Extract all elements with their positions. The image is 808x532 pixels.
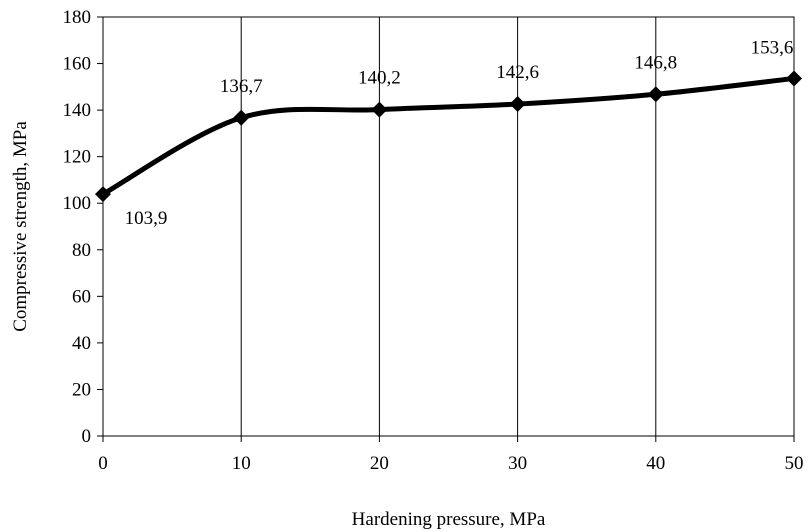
data-label: 136,7 [220, 76, 263, 97]
x-tick-label: 20 [370, 453, 389, 474]
axes: 0 10 20 30 40 50 0 20 40 60 80 100 120 140 160 180 [63, 7, 804, 474]
x-tick-label: 10 [232, 453, 251, 474]
y-axis-title: Compressive strength, MPa [10, 121, 31, 332]
x-tick-label: 0 [98, 453, 108, 474]
y-tick-label: 160 [63, 54, 92, 75]
data-point-marker [647, 86, 664, 103]
y-tick-label: 180 [63, 7, 92, 28]
x-tick-label: 40 [646, 453, 665, 474]
y-tick-label: 100 [63, 193, 92, 214]
y-tick-label: 20 [72, 379, 91, 400]
x-axis-title: Hardening pressure, MPa [352, 509, 546, 530]
data-label: 146,8 [634, 52, 677, 73]
data-point-marker [786, 70, 802, 87]
gridlines [240, 17, 657, 436]
plot-area-border [102, 16, 795, 437]
data-point-marker [371, 101, 388, 118]
data-labels: 103,9 136,7 140,2 142,6 146,8 153,6 [125, 37, 794, 229]
data-label: 142,6 [496, 62, 539, 83]
y-tick-label: 40 [72, 333, 91, 354]
data-label: 140,2 [358, 68, 401, 89]
series [95, 70, 802, 203]
y-tick-label: 60 [72, 286, 91, 307]
x-tick-label: 30 [508, 453, 527, 474]
y-tick-label: 140 [63, 100, 92, 121]
data-label: 103,9 [125, 208, 168, 229]
x-tick-label: 50 [785, 453, 804, 474]
data-point-marker [95, 186, 111, 203]
series-line [100, 75, 797, 197]
y-tick-label: 120 [63, 147, 92, 168]
data-point-marker [509, 96, 526, 113]
y-tick-label: 0 [82, 426, 92, 447]
y-tick-label: 80 [72, 240, 91, 261]
data-label: 153,6 [751, 37, 794, 58]
data-point-marker [233, 109, 250, 126]
